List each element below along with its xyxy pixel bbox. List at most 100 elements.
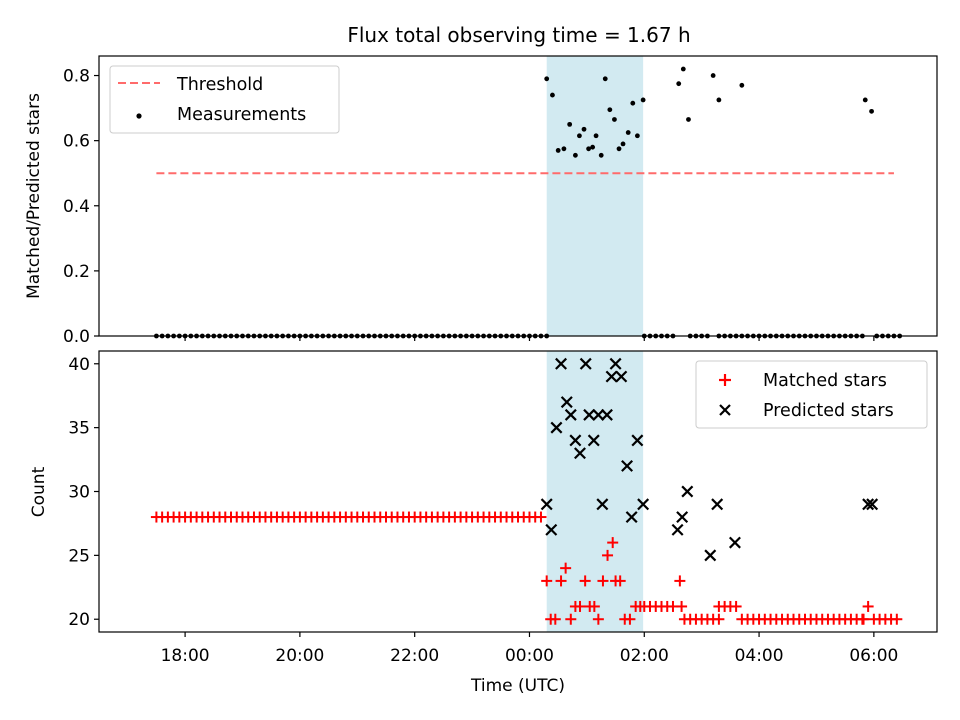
top-y-tick-label: 0.6	[63, 132, 90, 152]
predicted-x-b	[564, 408, 577, 421]
predicted-x-b	[704, 549, 717, 562]
matched-star-point	[607, 537, 619, 549]
matched-star-point	[676, 600, 688, 612]
x-tick-label: 06:00	[849, 646, 898, 666]
predicted-star-point	[681, 485, 694, 498]
bottom-marks	[150, 357, 903, 625]
predicted-star-point	[587, 434, 600, 447]
bottom-y-tick-label: 40	[68, 355, 90, 375]
predicted-x-b	[615, 370, 628, 383]
predicted-x-b	[555, 357, 568, 370]
predicted-x-b	[574, 447, 586, 460]
x-tick-label: 22:00	[390, 646, 439, 666]
bottom-y-axis-label: Count	[29, 466, 49, 517]
matched-star-point	[634, 600, 646, 612]
measurement-point	[634, 133, 640, 139]
predicted-x-b	[671, 523, 684, 536]
measurement-point	[612, 117, 617, 122]
predicted-star-point	[592, 408, 605, 421]
predicted-star-point	[574, 447, 586, 460]
matched-star-point	[713, 613, 725, 625]
measurement-point	[607, 107, 613, 113]
measurement-point	[550, 92, 555, 98]
predicted-x-b	[540, 498, 553, 511]
bottom-y-tick-label: 30	[68, 483, 90, 503]
measurement-point	[676, 81, 682, 87]
predicted-x-b	[681, 485, 694, 498]
legend-matched-label: Matched stars	[763, 371, 887, 391]
measurement-point	[586, 146, 591, 152]
top-shaded-region	[546, 56, 644, 336]
matched-star-point	[565, 613, 577, 625]
predicted-x-b	[728, 536, 741, 549]
matched-star-point	[597, 575, 609, 587]
predicted-x-b	[583, 408, 596, 421]
matched-star-point	[588, 600, 600, 612]
predicted-x-b	[579, 357, 592, 370]
matched-star-point	[535, 511, 547, 523]
matched-star-point	[549, 613, 561, 625]
bottom-y-tick-label: 35	[68, 419, 90, 439]
predicted-star-point	[728, 536, 741, 549]
measurement-point	[561, 146, 567, 152]
bottom-x-ticks: 18:00 20:00 22:00 00:00 02:00 04:00 06:00	[161, 632, 898, 666]
matched-star-point	[579, 575, 591, 587]
matched-star-point	[614, 575, 626, 587]
predicted-x-b	[569, 434, 582, 447]
measurement-point	[590, 144, 596, 150]
predicted-star-point	[625, 511, 638, 524]
matched-star-point	[574, 600, 586, 612]
predicted-star-point	[600, 408, 613, 421]
x-tick-label: 04:00	[735, 646, 784, 666]
matched-star-point	[858, 613, 870, 625]
measurement-point	[567, 121, 573, 127]
bottom-shaded-region	[546, 351, 644, 632]
top-y-tick-label: 0.4	[63, 197, 90, 217]
measurement-point	[593, 133, 599, 139]
predicted-star-point	[550, 421, 563, 434]
measurement-point	[716, 97, 722, 103]
predicted-x-b	[545, 523, 558, 536]
measurement-point	[620, 141, 626, 147]
predicted-x-b	[637, 498, 650, 511]
measurement-point	[630, 100, 636, 106]
matched-star-point	[560, 562, 572, 574]
predicted-star-point	[637, 498, 650, 511]
predicted-x-b	[621, 459, 634, 472]
predicted-star-point	[866, 498, 879, 511]
predicted-x-b	[600, 408, 613, 421]
measurement-point	[602, 76, 608, 82]
measurement-point	[598, 152, 604, 158]
predicted-x-b	[711, 498, 724, 511]
predicted-star-point	[555, 357, 568, 370]
predicted-x-b	[592, 408, 605, 421]
legend-matched-swatch	[719, 374, 731, 386]
predicted-x-b	[631, 434, 644, 447]
bottom-y-tick-label: 25	[68, 546, 90, 566]
matched-star-point	[592, 613, 604, 625]
predicted-x-b	[862, 498, 875, 511]
measurement-point	[686, 117, 691, 122]
predicted-star-point	[583, 408, 596, 421]
legend-predicted-label: Predicted stars	[763, 401, 894, 421]
predicted-x-b	[676, 511, 689, 524]
chart-title: Flux total observing time = 1.67 h	[347, 23, 690, 47]
measurement-point	[555, 148, 561, 153]
x-tick-label: 00:00	[505, 646, 554, 666]
matched-star-point	[541, 575, 553, 587]
top-y-axis-label: Matched/Predicted stars	[24, 93, 44, 299]
x-tick-label: 02:00	[620, 646, 669, 666]
matched-star-point	[555, 575, 567, 587]
predicted-x-b	[550, 421, 563, 434]
measurement-point	[640, 97, 646, 103]
measurement-point	[544, 76, 550, 82]
predicted-x-b	[625, 511, 638, 524]
top-y-tick-label: 0.8	[63, 67, 90, 87]
matched-star-point	[674, 575, 686, 587]
measurement-point	[577, 133, 582, 139]
matched-star-point	[624, 613, 636, 625]
legend-predicted-swatch	[719, 404, 731, 416]
matched-star-point	[730, 600, 742, 612]
measurement-point	[572, 152, 578, 158]
